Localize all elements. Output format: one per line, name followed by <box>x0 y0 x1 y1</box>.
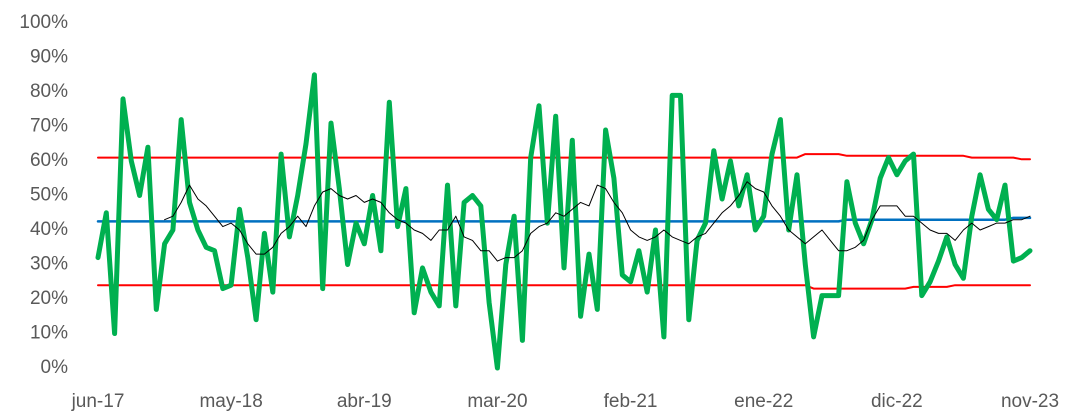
y-tick-label: 60% <box>30 150 68 171</box>
y-tick-label: 20% <box>30 288 68 309</box>
x-tick-label: ene-22 <box>734 391 793 412</box>
series-line <box>97 284 1031 290</box>
y-tick-label: 10% <box>30 323 68 344</box>
x-tick-label: may-18 <box>199 391 262 412</box>
x-tick-label: nov-23 <box>1001 391 1059 412</box>
y-tick-label: 0% <box>41 357 69 378</box>
series-line <box>164 181 1031 262</box>
x-tick-label: feb-21 <box>604 391 658 412</box>
y-tick-label: 100% <box>19 12 68 33</box>
y-tick-label: 30% <box>30 254 68 275</box>
x-tick-label: abr-19 <box>337 391 392 412</box>
y-tick-label: 80% <box>30 81 68 102</box>
x-tick-label: jun-17 <box>71 391 125 412</box>
y-tick-label: 90% <box>30 47 68 68</box>
series-line <box>95 72 1033 371</box>
series-line <box>97 153 1031 161</box>
y-tick-label: 50% <box>30 185 68 206</box>
x-tick-label: mar-20 <box>467 391 527 412</box>
x-tick-label: dic-22 <box>871 391 923 412</box>
y-tick-label: 70% <box>30 116 68 137</box>
y-tick-label: 40% <box>30 219 68 240</box>
series-line <box>96 216 1032 223</box>
